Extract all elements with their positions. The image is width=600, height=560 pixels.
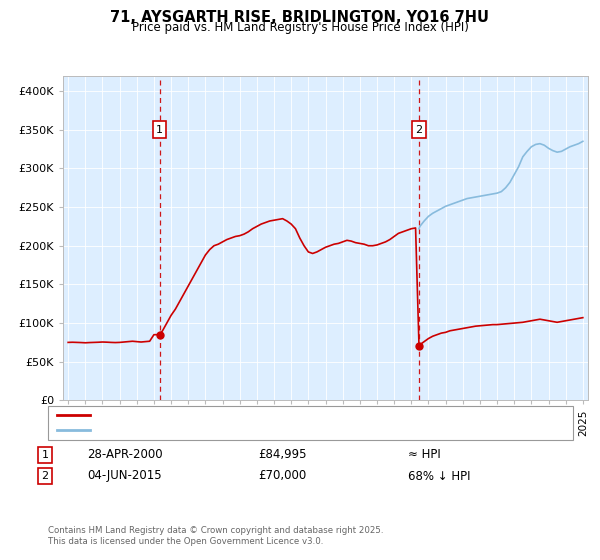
Text: Price paid vs. HM Land Registry's House Price Index (HPI): Price paid vs. HM Land Registry's House … [131,21,469,34]
Text: 1: 1 [156,125,163,135]
Text: 71, AYSGARTH RISE, BRIDLINGTON, YO16 7HU: 71, AYSGARTH RISE, BRIDLINGTON, YO16 7HU [110,10,490,25]
Text: ≈ HPI: ≈ HPI [408,448,441,461]
Text: 2: 2 [415,125,422,135]
Text: HPI: Average price, detached house, East Riding of Yorkshire: HPI: Average price, detached house, East… [97,425,413,435]
Text: 2: 2 [41,471,49,481]
Text: £84,995: £84,995 [258,448,307,461]
Text: Contains HM Land Registry data © Crown copyright and database right 2025.
This d: Contains HM Land Registry data © Crown c… [48,526,383,546]
Text: £70,000: £70,000 [258,469,306,483]
Text: 71, AYSGARTH RISE, BRIDLINGTON, YO16 7HU (detached house): 71, AYSGARTH RISE, BRIDLINGTON, YO16 7HU… [97,410,431,421]
Text: 28-APR-2000: 28-APR-2000 [87,448,163,461]
Text: 68% ↓ HPI: 68% ↓ HPI [408,469,470,483]
Text: 04-JUN-2015: 04-JUN-2015 [87,469,161,483]
Text: 1: 1 [41,450,49,460]
